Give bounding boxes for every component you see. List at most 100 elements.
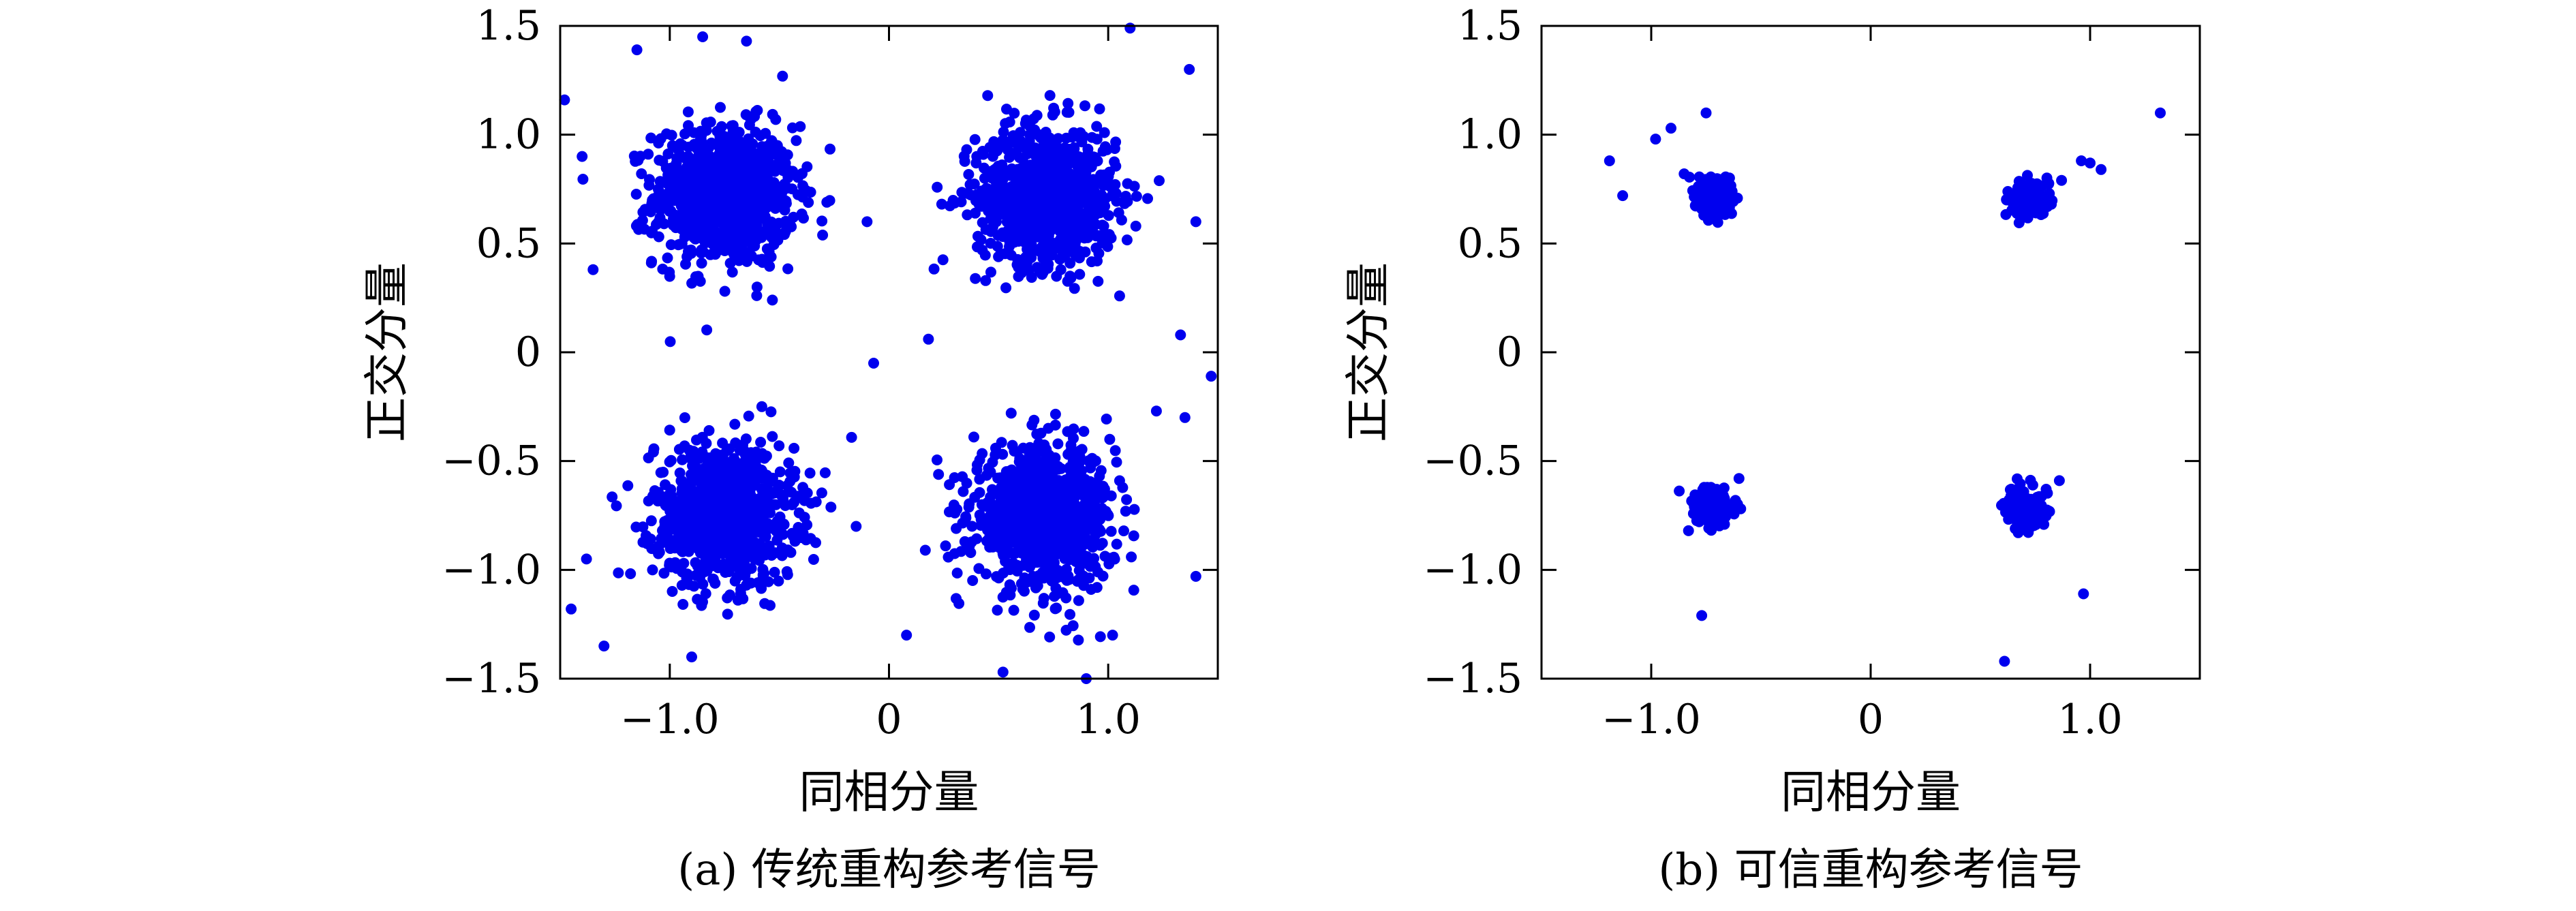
data-point (1021, 138, 1032, 150)
data-point (1082, 157, 1094, 169)
data-point (1048, 102, 1060, 114)
data-point (1121, 234, 1133, 246)
data-point (799, 512, 810, 523)
y-tick-label: −1.0 (442, 546, 541, 593)
data-point (686, 651, 697, 663)
data-point (1097, 570, 1109, 582)
data-point (607, 491, 618, 503)
data-point (2056, 174, 2068, 186)
data-point (766, 135, 778, 146)
data-point (1077, 570, 1089, 582)
data-point (670, 222, 681, 234)
data-point (2025, 193, 2036, 204)
data-point (705, 190, 716, 202)
data-point (1032, 539, 1044, 551)
data-point (651, 219, 662, 230)
data-point (1067, 456, 1079, 467)
data-point (630, 521, 642, 533)
data-point (1017, 442, 1029, 454)
data-point (1088, 553, 1100, 564)
data-point (703, 424, 715, 436)
data-point (676, 493, 687, 505)
data-point (694, 157, 706, 169)
data-point (777, 70, 788, 82)
data-point (1111, 457, 1122, 468)
data-point (750, 126, 761, 138)
data-point (981, 469, 992, 481)
data-point (1058, 171, 1069, 182)
data-point (1099, 127, 1110, 138)
data-point (719, 285, 731, 297)
data-point (788, 442, 800, 454)
data-point (810, 496, 822, 508)
data-point (2043, 178, 2055, 189)
data-point (2043, 506, 2055, 517)
data-point (1064, 608, 1075, 620)
data-point (577, 151, 588, 162)
data-point (780, 166, 791, 178)
data-point (711, 239, 722, 251)
data-point (747, 191, 758, 203)
data-point (716, 121, 727, 132)
data-point (643, 205, 655, 217)
data-point (677, 599, 689, 610)
data-point (770, 114, 782, 125)
data-point (1039, 439, 1050, 450)
data-point (684, 444, 695, 456)
data-point (686, 489, 697, 501)
data-point (1101, 144, 1113, 155)
data-point (797, 191, 808, 203)
data-point (777, 491, 788, 502)
data-point (1010, 538, 1022, 549)
data-point (641, 538, 653, 549)
data-point (1074, 445, 1086, 457)
data-point (1030, 582, 1041, 593)
data-point (933, 469, 945, 480)
data-point (1617, 190, 1629, 202)
x-tick-label: 1.0 (1075, 696, 1140, 743)
data-point (726, 266, 738, 278)
data-point (1105, 490, 1117, 501)
data-point (1060, 592, 1072, 604)
data-point (783, 457, 795, 469)
data-point (645, 257, 657, 268)
y-tick-label: 1.0 (1458, 111, 1522, 159)
data-point (2053, 475, 2065, 487)
data-point (1005, 465, 1016, 476)
data-point (1032, 129, 1044, 140)
data-point (1069, 226, 1081, 237)
data-point (2046, 195, 2058, 206)
data-point (701, 324, 713, 336)
data-point (696, 206, 708, 217)
data-point (992, 604, 1003, 616)
data-point (696, 258, 707, 269)
data-point (1179, 412, 1191, 423)
data-point (697, 596, 708, 608)
data-point (1128, 530, 1139, 542)
data-point (1111, 538, 1122, 550)
data-point (737, 253, 749, 264)
data-point (717, 437, 729, 449)
data-point (741, 157, 752, 168)
data-point (664, 336, 676, 348)
x-tick-label: −1.0 (620, 696, 720, 743)
data-point (741, 35, 752, 47)
data-point (821, 196, 833, 208)
data-point (746, 454, 757, 466)
data-point (1063, 106, 1075, 118)
data-point (1014, 219, 1026, 230)
data-point (991, 216, 1002, 228)
data-point (940, 540, 951, 552)
data-point (825, 143, 835, 155)
data-point (1019, 480, 1030, 492)
data-point (1073, 207, 1085, 219)
data-point (645, 515, 657, 527)
data-point (990, 449, 1001, 461)
data-point (707, 537, 719, 549)
data-point (1130, 220, 1141, 232)
data-point (1003, 211, 1015, 222)
data-point (797, 482, 809, 493)
data-point (1013, 233, 1025, 245)
data-point (1078, 580, 1090, 591)
